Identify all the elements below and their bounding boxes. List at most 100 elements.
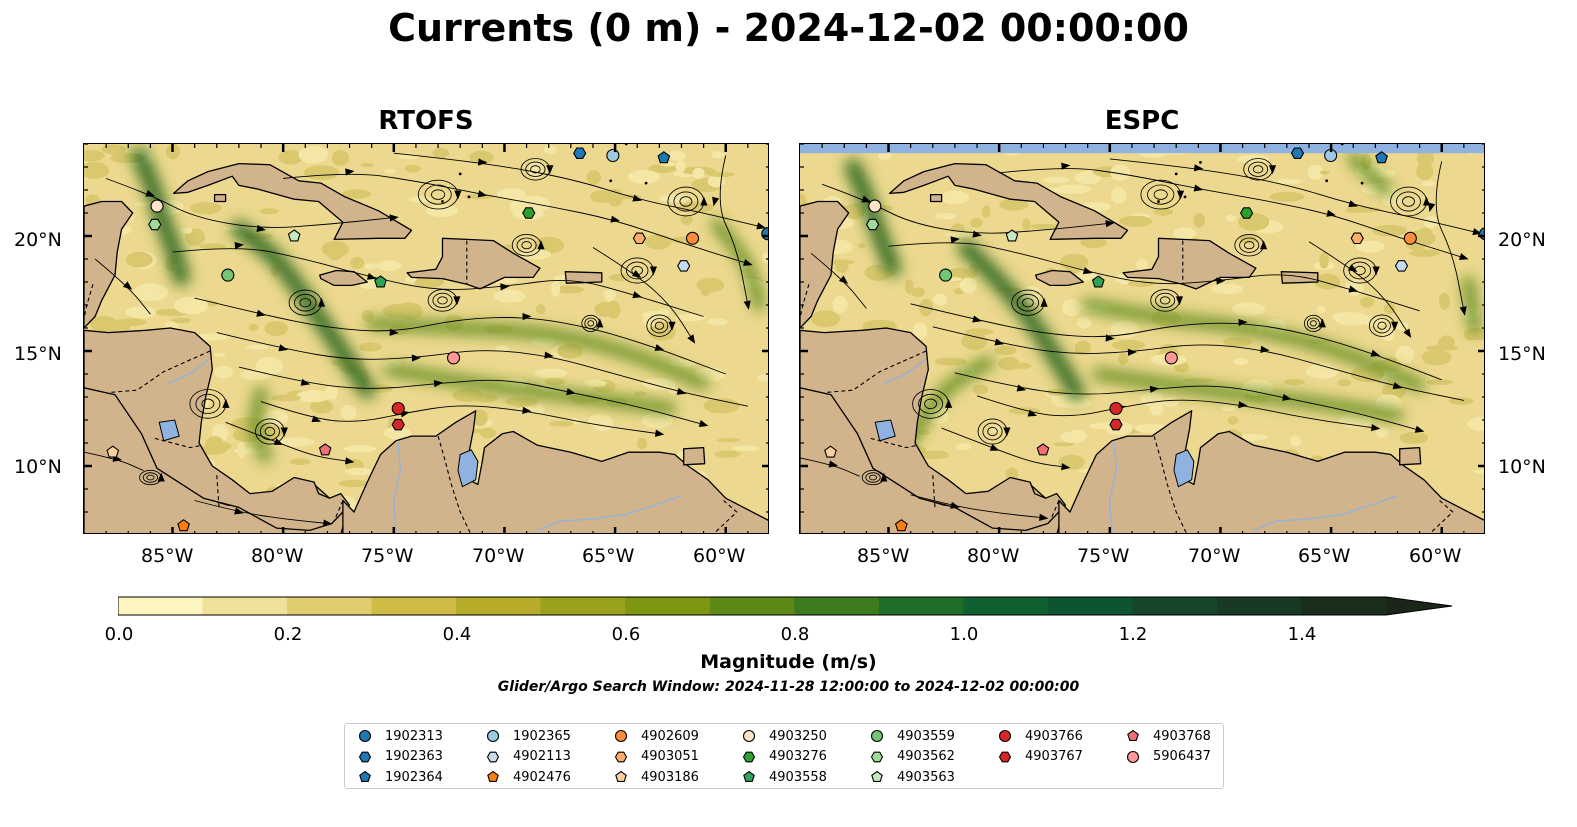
no-data-band [800, 144, 1484, 154]
current-jet-core [369, 320, 707, 386]
float-marker-4903558 [1091, 275, 1105, 288]
speed-patch [586, 170, 602, 185]
lon-tick-label-left: 60°W [693, 545, 746, 567]
speed-patch [637, 437, 647, 450]
current-jet-core [1096, 371, 1400, 418]
islet [1157, 200, 1160, 203]
speed-patch [706, 318, 728, 326]
panel-title-espc: ESPC [1104, 106, 1180, 136]
lon-tick-label-right: 60°W [1409, 545, 1462, 567]
speed-patch [278, 150, 303, 165]
float-marker-4903276 [1239, 207, 1254, 219]
speed-patch [343, 444, 377, 453]
speed-patch [214, 365, 234, 379]
landmass-isla-juventud [213, 193, 227, 203]
speed-patch [811, 310, 840, 328]
streamline-arrow [828, 460, 839, 468]
streamline-arrow [345, 457, 355, 465]
speed-patch [1211, 283, 1243, 295]
float-marker-1902365 [606, 148, 620, 163]
colorbar-outline [118, 596, 1453, 616]
speed-patch [675, 160, 686, 173]
streamline-arrow [1403, 328, 1412, 339]
colorbar-extend-arrow [1386, 597, 1452, 615]
speed-patch [331, 150, 350, 166]
speed-patch [1046, 388, 1069, 396]
streamline-arrow [631, 269, 642, 278]
legend-label: 5906437 [1153, 749, 1211, 764]
streamline-arrow [1082, 267, 1093, 275]
float-markers [824, 147, 1484, 532]
speed-patch [714, 450, 741, 458]
islet [609, 179, 613, 183]
speed-patch [551, 280, 561, 297]
legend-label: 4903768 [1153, 728, 1211, 744]
colorbar-tick-label: 0.4 [442, 624, 472, 645]
speed-patch [1305, 364, 1339, 379]
lon-tick-label-right: 70°W [1188, 545, 1241, 567]
speed-patch [603, 288, 616, 302]
current-jet-core [714, 222, 762, 308]
streamline-arrow [317, 297, 326, 307]
speed-patch [469, 150, 494, 164]
speed-patch [1399, 431, 1429, 444]
speed-patch [1076, 271, 1098, 281]
streamline-arrow [712, 196, 720, 207]
speed-patch [1307, 164, 1324, 180]
streamline-arrow [1282, 393, 1292, 401]
legend-marker-shape [998, 751, 1012, 762]
speed-patch [321, 240, 349, 258]
legend-marker-pentagon-icon [871, 770, 883, 782]
speed-patch [534, 404, 545, 415]
speed-patch [195, 333, 229, 341]
speed-patch [1056, 184, 1092, 194]
country-border [333, 500, 344, 522]
colorbar-tick-label: 0.6 [611, 624, 641, 645]
speed-patch [408, 196, 432, 203]
legend-marker-hexagon-icon [614, 751, 628, 762]
streamline [910, 303, 1442, 381]
streamline-arrow [880, 472, 888, 482]
legend-marker-circle-icon [870, 729, 884, 743]
speed-patch [548, 420, 574, 427]
legend-label: 4903276 [769, 749, 827, 764]
legend-item: 5906437 [1125, 748, 1211, 766]
map-panel-rtofs[interactable] [83, 143, 769, 534]
colorbar-segment [878, 597, 964, 615]
speed-patch [528, 161, 542, 179]
float-marker-1902364 [657, 151, 671, 164]
speed-patch [1117, 352, 1129, 365]
eddy-streamline [530, 165, 541, 174]
eddy-streamline [631, 265, 644, 276]
speed-patch [133, 283, 169, 302]
legend-item: 4903276 [741, 748, 827, 766]
speed-patch [1356, 240, 1385, 253]
lake [874, 419, 896, 442]
streamline-arrow [157, 472, 165, 482]
speed-patch [1331, 312, 1365, 322]
speed-patch [237, 441, 247, 458]
legend: 1902313 1902363 1902364 1902365 4902113 49024… [344, 723, 1224, 789]
streamline-arrow [411, 354, 421, 362]
streamline-arrow [945, 398, 953, 408]
colorbar-segment [1132, 597, 1218, 615]
colorbar-tick-label: 0.8 [780, 624, 810, 645]
eddy-streamline [264, 426, 276, 437]
landmass-puerto-rico [1280, 271, 1319, 284]
speed-patch [534, 368, 568, 379]
colorbar-segment [963, 597, 1049, 615]
speed-patch [1395, 345, 1415, 364]
eddy-streamline [673, 191, 699, 212]
map-canvas [84, 144, 768, 533]
speed-patch [634, 391, 647, 396]
map-panel-espc[interactable] [799, 143, 1485, 534]
legend-marker-hexagon-icon [486, 751, 500, 762]
lat-tick-label-left: 10°N [14, 456, 62, 478]
speed-patch [1111, 187, 1127, 204]
colorbar-segment [371, 597, 457, 615]
speed-patch [711, 151, 725, 159]
speed-patch [948, 277, 962, 282]
streamline-arrow [477, 158, 488, 166]
legend-item: 4902609 [613, 727, 699, 745]
eddy-streamline [1252, 165, 1264, 174]
